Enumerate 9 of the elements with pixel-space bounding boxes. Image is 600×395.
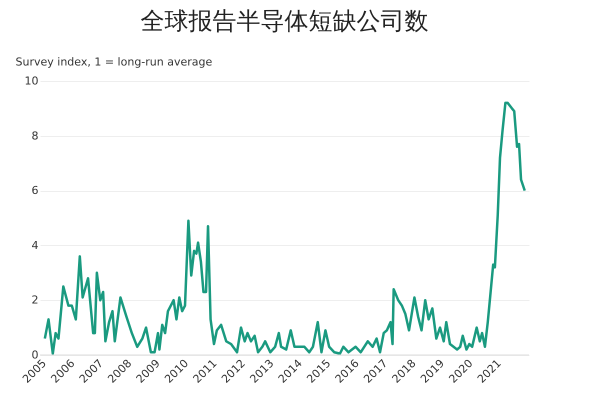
- y-tick-label: 8: [32, 129, 38, 142]
- y-tick-label: 10: [24, 74, 38, 88]
- y-axis-title: Survey index, 1 = long-run average: [16, 56, 212, 68]
- y-tick-label: 6: [32, 184, 38, 198]
- y-tick-label: 4: [32, 238, 38, 252]
- y-tick-label: 0: [32, 348, 38, 362]
- line-series: [44, 102, 526, 355]
- y-tick-label: 2: [32, 294, 38, 307]
- chart-title: 全球报告半导体短缺公司数: [140, 7, 428, 35]
